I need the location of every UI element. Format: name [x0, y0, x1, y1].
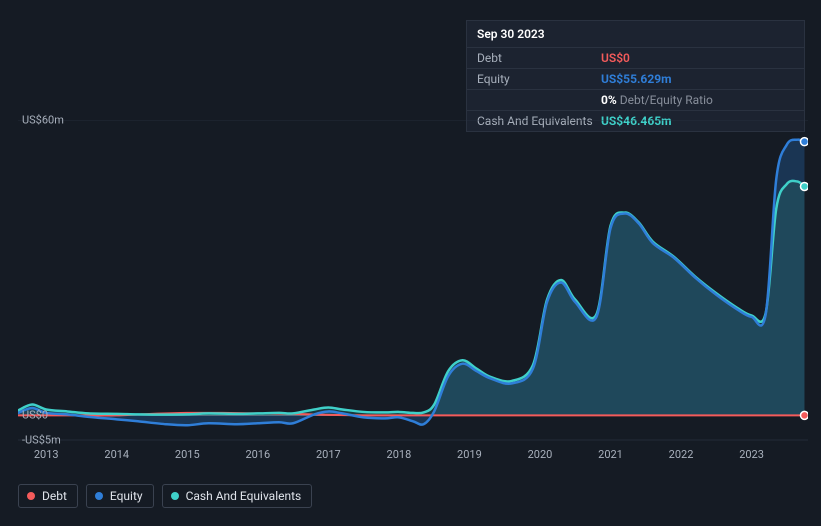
- x-axis-tick-label: 2013: [34, 448, 59, 461]
- x-axis-labels: 2013 2014 2015 2016 2017 2018 2019 2020 2021 2022…: [18, 448, 808, 466]
- tooltip-row-debt: Debt US$0: [467, 47, 804, 68]
- legend-dot-icon: [171, 492, 179, 500]
- legend-item-equity[interactable]: Equity: [86, 484, 154, 508]
- tooltip-row-equity: Equity US$55.629m: [467, 68, 804, 89]
- tooltip-label-debt: Debt: [477, 51, 601, 65]
- tooltip-label-equity: Equity: [477, 72, 601, 86]
- x-axis-tick-label: 2019: [457, 448, 482, 461]
- tooltip-date: Sep 30 2023: [467, 21, 804, 47]
- x-axis-tick-label: 2016: [245, 448, 270, 461]
- x-axis-tick-label: 2023: [739, 448, 764, 461]
- legend-dot-icon: [95, 492, 103, 500]
- y-axis-tick-label: US$0: [22, 409, 48, 422]
- x-axis-tick-label: 2014: [104, 448, 129, 461]
- legend-label: Debt: [42, 489, 67, 503]
- legend-item-cash[interactable]: Cash And Equivalents: [162, 484, 313, 508]
- x-axis-tick-label: 2015: [175, 448, 200, 461]
- legend-dot-icon: [27, 492, 35, 500]
- tooltip-panel: Sep 30 2023 Debt US$0 Equity US$55.629m …: [466, 20, 805, 132]
- x-axis-tick-label: 2018: [387, 448, 412, 461]
- x-axis-tick-label: 2022: [669, 448, 694, 461]
- x-axis-tick-label: 2017: [316, 448, 341, 461]
- legend: Debt Equity Cash And Equivalents: [18, 484, 312, 508]
- tooltip-value-equity: US$55.629m: [601, 72, 794, 86]
- x-axis-tick-label: 2020: [528, 448, 553, 461]
- y-axis-tick-label: -US$5m: [22, 434, 61, 447]
- chart-svg: [18, 120, 808, 450]
- legend-item-debt[interactable]: Debt: [18, 484, 78, 508]
- ratio-pct: 0%: [601, 93, 617, 107]
- tooltip-value-ratio: 0% Debt/Equity Ratio: [601, 93, 794, 107]
- x-axis-tick-label: 2021: [598, 448, 623, 461]
- legend-label: Equity: [110, 489, 143, 503]
- tooltip-row-ratio: 0% Debt/Equity Ratio: [467, 89, 804, 110]
- ratio-label: Debt/Equity Ratio: [620, 93, 713, 107]
- tooltip-value-debt: US$0: [601, 51, 794, 65]
- legend-label: Cash And Equivalents: [186, 489, 302, 503]
- y-axis-tick-label: US$60m: [22, 114, 64, 127]
- tooltip-label-ratio-blank: [477, 93, 601, 107]
- chart-plot-area[interactable]: [18, 120, 808, 450]
